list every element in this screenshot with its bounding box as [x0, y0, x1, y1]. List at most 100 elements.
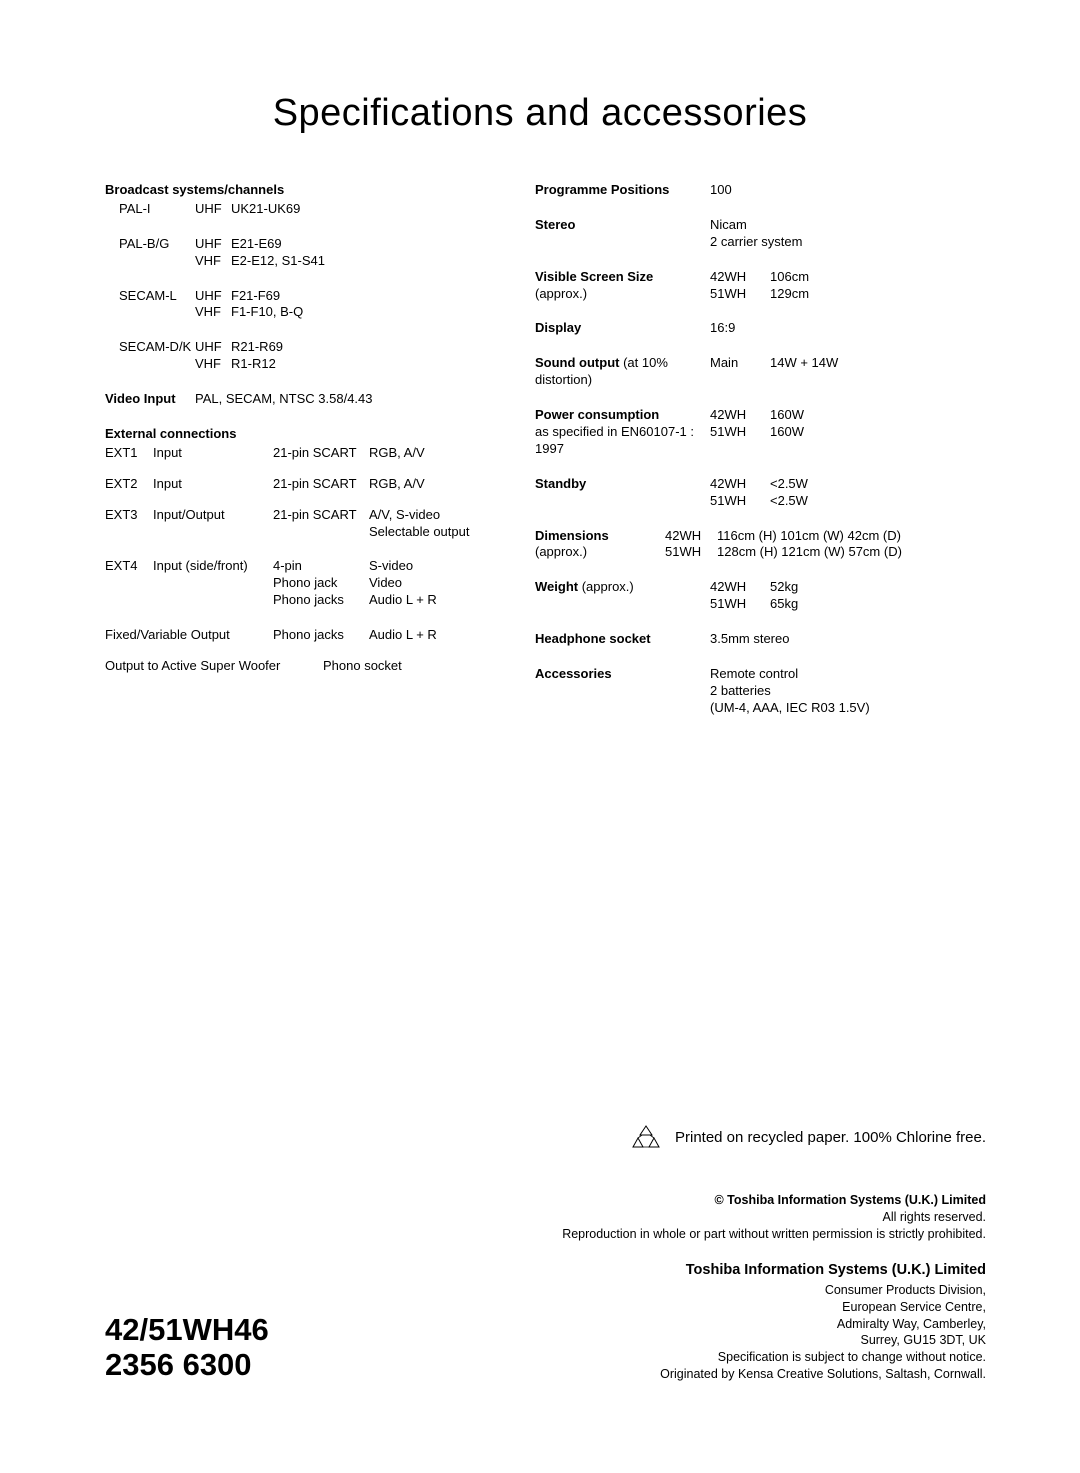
- channels: F21-F69: [231, 288, 515, 305]
- screen-value: 129cm: [770, 286, 809, 303]
- page-title: Specifications and accessories: [0, 0, 1080, 135]
- super-woofer-conn: Phono socket: [323, 658, 402, 675]
- fixed-variable-conn: Phono jacks: [273, 627, 369, 644]
- stereo-label: Stereo: [535, 217, 710, 234]
- ext-sig: A/V, S-video: [369, 507, 515, 524]
- sound-model: Main: [710, 355, 770, 389]
- ext-sig: Selectable output: [369, 524, 515, 541]
- sound-label: Sound output (at 10% distortion): [535, 355, 710, 389]
- screen-model: 51WH: [710, 286, 770, 303]
- accessories-value: Remote control: [710, 666, 798, 683]
- headphone-label: Headphone socket: [535, 631, 710, 648]
- footer: Printed on recycled paper. 100% Chlorine…: [562, 1122, 986, 1383]
- band: UHF: [195, 201, 231, 218]
- external-heading: External connections: [105, 426, 236, 443]
- stereo-value: Nicam: [710, 217, 747, 234]
- weight-model: 42WH: [710, 579, 770, 596]
- ext-conn: Phono jack: [273, 575, 369, 592]
- dimensions-sub: (approx.): [535, 544, 665, 561]
- dimensions-value: 116cm (H) 101cm (W) 42cm (D): [717, 528, 985, 545]
- programme-label: Programme Positions: [535, 182, 710, 199]
- disclaimer: Specification is subject to change witho…: [562, 1349, 986, 1366]
- fixed-variable-sig: Audio L + R: [369, 627, 515, 644]
- weight-label: Weight (approx.): [535, 579, 710, 596]
- standby-model: 51WH: [710, 493, 770, 510]
- sound-value: 14W + 14W: [770, 355, 838, 389]
- channels: E21-E69: [231, 236, 515, 253]
- ext-sig: S-video: [369, 558, 515, 575]
- addr-line: Admiralty Way, Camberley,: [562, 1316, 986, 1333]
- standby-value: <2.5W: [770, 493, 808, 510]
- recycled-text: Printed on recycled paper. 100% Chlorine…: [675, 1128, 986, 1148]
- band: UHF: [195, 339, 231, 356]
- standby-label: Standby: [535, 476, 710, 493]
- recycle-icon: [629, 1122, 663, 1156]
- accessories-value: (UM-4, AAA, IEC R03 1.5V): [710, 700, 870, 717]
- company-name: Toshiba Information Systems (U.K.) Limit…: [562, 1261, 986, 1281]
- display-value: 16:9: [710, 320, 735, 337]
- system-name: SECAM-L: [105, 288, 195, 305]
- ext-sig: Video: [369, 575, 515, 592]
- addr-line: Consumer Products Division,: [562, 1282, 986, 1299]
- dimensions-model: 51WH: [665, 544, 717, 561]
- ext-sig: RGB, A/V: [369, 445, 515, 462]
- fixed-variable-label: Fixed/Variable Output: [105, 627, 273, 644]
- band: UHF: [195, 288, 231, 305]
- broadcast-heading: Broadcast systems/channels: [105, 182, 284, 199]
- power-model: 42WH: [710, 407, 770, 424]
- channels: F1-F10, B-Q: [231, 304, 515, 321]
- ext-conn: 21-pin SCART: [273, 476, 369, 493]
- copyright: © Toshiba Information Systems (U.K.) Lim…: [562, 1192, 986, 1209]
- ext-id: EXT4: [105, 558, 153, 575]
- super-woofer-label: Output to Active Super Woofer: [105, 658, 323, 675]
- screen-model: 42WH: [710, 269, 770, 286]
- standby-value: <2.5W: [770, 476, 808, 493]
- power-sub: as specified in EN60107-1 : 1997: [535, 424, 710, 458]
- screen-sub: (approx.): [535, 286, 710, 303]
- model-line2: 2356 6300: [105, 1347, 269, 1383]
- standby-model: 42WH: [710, 476, 770, 493]
- ext-sig: Audio L + R: [369, 592, 515, 609]
- screen-value: 106cm: [770, 269, 809, 286]
- ext-conn: Phono jacks: [273, 592, 369, 609]
- addr-line: Surrey, GU15 3DT, UK: [562, 1332, 986, 1349]
- ext-id: EXT2: [105, 476, 153, 493]
- programme-value: 100: [710, 182, 732, 199]
- addr-line: European Service Centre,: [562, 1299, 986, 1316]
- power-label: Power consumption: [535, 407, 710, 424]
- video-input-label: Video Input: [105, 391, 195, 408]
- right-column: Programme Positions 100 Stereo Nicam 2 c…: [535, 182, 985, 735]
- system-name: PAL-B/G: [105, 236, 195, 253]
- dimensions-value: 128cm (H) 121cm (W) 57cm (D): [717, 544, 985, 561]
- weight-value: 52kg: [770, 579, 798, 596]
- weight-value: 65kg: [770, 596, 798, 613]
- left-column: Broadcast systems/channels PAL-I UHF UK2…: [105, 182, 515, 735]
- power-model: 51WH: [710, 424, 770, 458]
- reproduction-text: Reproduction in whole or part without wr…: [562, 1226, 986, 1243]
- channels: R21-R69: [231, 339, 515, 356]
- ext-dir: Input: [153, 445, 273, 462]
- channels: UK21-UK69: [231, 201, 515, 218]
- origin-text: Originated by Kensa Creative Solutions, …: [562, 1366, 986, 1383]
- ext-sig: RGB, A/V: [369, 476, 515, 493]
- ext-conn: 4-pin: [273, 558, 369, 575]
- power-value: 160W: [770, 407, 804, 424]
- stereo-value: 2 carrier system: [710, 234, 802, 251]
- dimensions-label: Dimensions: [535, 528, 665, 545]
- display-label: Display: [535, 320, 710, 337]
- model-line1: 42/51WH46: [105, 1312, 269, 1348]
- ext-conn: 21-pin SCART: [273, 445, 369, 462]
- weight-model: 51WH: [710, 596, 770, 613]
- ext-dir: Input: [153, 476, 273, 493]
- headphone-value: 3.5mm stereo: [710, 631, 789, 648]
- ext-dir: Input (side/front): [153, 558, 273, 575]
- rights-text: All rights reserved.: [562, 1209, 986, 1226]
- channels: R1-R12: [231, 356, 515, 373]
- accessories-value: 2 batteries: [710, 683, 771, 700]
- power-value: 160W: [770, 424, 804, 458]
- video-input-value: PAL, SECAM, NTSC 3.58/4.43: [195, 391, 373, 408]
- ext-id: EXT1: [105, 445, 153, 462]
- ext-conn: 21-pin SCART: [273, 507, 369, 524]
- band: VHF: [195, 253, 231, 270]
- model-code: 42/51WH46 2356 6300: [105, 1312, 269, 1383]
